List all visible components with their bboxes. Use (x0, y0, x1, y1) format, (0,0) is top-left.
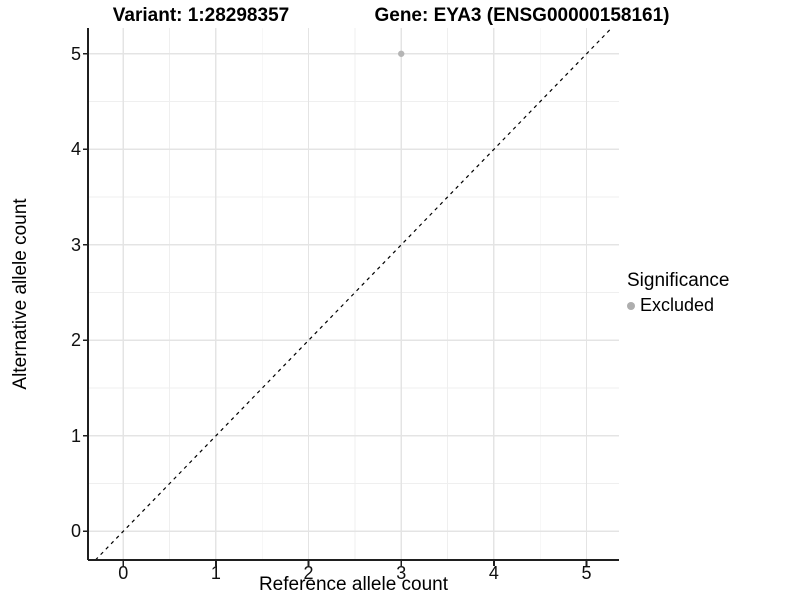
x-axis-title: Reference allele count (258, 574, 449, 595)
x-tick-label: 0 (118, 563, 129, 583)
x-tick-label: 3 (396, 563, 407, 583)
y-axis-title: Alternative allele count (10, 198, 31, 390)
y-tick-label: 3 (70, 234, 81, 255)
plot-title-variant: Variant: 1:28298357 (112, 5, 290, 26)
y-tick-label: 4 (70, 139, 81, 160)
legend-items: Excluded (627, 295, 729, 316)
legend-title: Significance (627, 270, 730, 291)
legend: Significance Excluded (627, 270, 729, 316)
legend-item: Excluded (627, 295, 729, 316)
plot-canvas (83, 27, 619, 566)
legend-item-label: Excluded (640, 295, 715, 315)
y-tick-label: 5 (70, 43, 81, 64)
identity-dashed-line (94, 27, 613, 561)
y-tick-label: 2 (70, 330, 81, 351)
y-tick-label: 1 (70, 425, 81, 446)
x-tick-label: 4 (488, 563, 499, 583)
legend-key-dot-icon (627, 301, 635, 310)
plot-title-gene: Gene: EYA3 (ENSG00000158161) (374, 5, 670, 26)
x-tick-label: 2 (303, 563, 314, 583)
x-tick-label: 5 (581, 563, 592, 583)
x-tick-label: 1 (210, 563, 221, 583)
data-point (398, 50, 405, 57)
y-tick-label: 0 (70, 521, 81, 542)
